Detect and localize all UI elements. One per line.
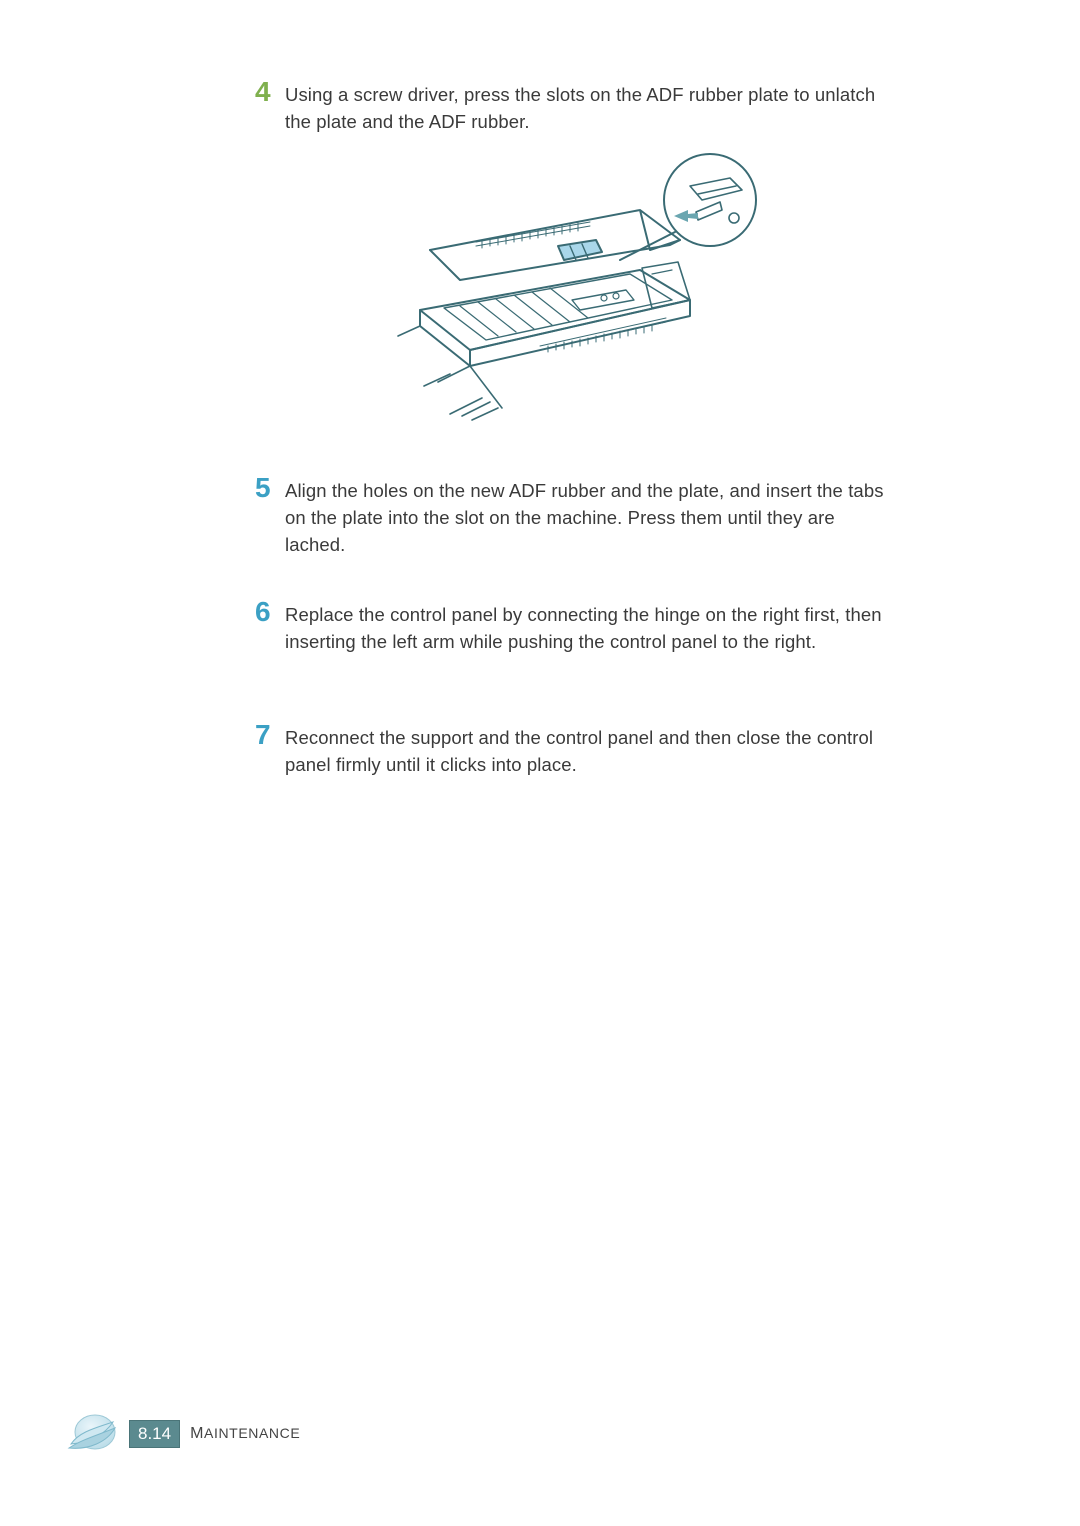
footer-icon [65,1410,119,1458]
page: 4 Using a screw driver, press the slots … [0,0,1080,1526]
step-text-4: Using a screw driver, press the slots on… [285,82,895,136]
step-6: 6 Replace the control panel by connectin… [285,602,895,656]
step-7: 7 Reconnect the support and the control … [285,725,895,779]
page-number-badge: 8.14 [129,1420,180,1448]
footer-section-label: MAINTENANCE [190,1425,300,1443]
step-text-5: Align the holes on the new ADF rubber an… [285,478,895,558]
step-5: 5 Align the holes on the new ADF rubber … [285,478,895,558]
footer: 8.14 MAINTENANCE [65,1410,300,1458]
step-number-5: 5 [255,472,271,504]
step-number-7: 7 [255,719,271,751]
step-number-4: 4 [255,76,271,108]
step-text-6: Replace the control panel by connecting … [285,602,895,656]
step-4: 4 Using a screw driver, press the slots … [285,82,895,136]
step-text-7: Reconnect the support and the control pa… [285,725,895,779]
footer-label-text: AINTENANCE [204,1425,300,1441]
adf-svg [390,150,780,450]
step-number-6: 6 [255,596,271,628]
adf-illustration [390,150,780,450]
